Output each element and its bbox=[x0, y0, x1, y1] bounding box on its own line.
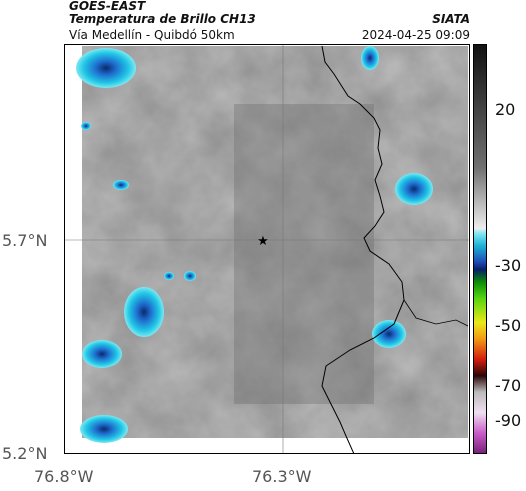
convection-cell bbox=[82, 340, 122, 368]
cloud-texture bbox=[82, 46, 468, 438]
colorbar-label: -70 bbox=[495, 376, 522, 395]
department-border bbox=[321, 45, 405, 454]
convection-cell bbox=[76, 48, 136, 88]
convection-cell bbox=[395, 173, 433, 205]
convection-cell bbox=[372, 320, 406, 348]
convection-cell bbox=[124, 287, 164, 337]
dark-core bbox=[234, 104, 374, 404]
colorbar-label: -50 bbox=[495, 316, 522, 335]
convection-cell bbox=[164, 272, 174, 280]
convection-cell bbox=[113, 180, 129, 190]
lat-tick-label: 5.2°N bbox=[2, 444, 48, 463]
map-frame bbox=[64, 44, 470, 454]
colorbar-label: 20 bbox=[495, 100, 516, 119]
colorbar bbox=[473, 44, 487, 454]
satellite-map: ★ bbox=[64, 44, 470, 454]
lon-tick-label: 76.8°W bbox=[34, 467, 94, 486]
convection-cell bbox=[81, 122, 91, 130]
satellite-title: GOES-EAST bbox=[69, 0, 146, 13]
timestamp-label: 2024-04-25 09:09 bbox=[361, 28, 470, 42]
municipal-border bbox=[403, 299, 469, 327]
lon-tick-label: 76.3°W bbox=[252, 467, 312, 486]
product-title: Temperatura de Brillo CH13 bbox=[69, 12, 256, 26]
convection-cell bbox=[361, 46, 379, 70]
colorbar-label: -30 bbox=[495, 256, 522, 275]
convection-cell bbox=[184, 271, 196, 281]
colorbar-gradient bbox=[473, 44, 487, 454]
star-icon: ★ bbox=[257, 234, 269, 249]
region-subtitle: Vía Medellín - Quibdó 50km bbox=[69, 28, 235, 42]
colorbar-label: -90 bbox=[495, 411, 522, 430]
organization-label: SIATA bbox=[432, 12, 470, 26]
convection-cell bbox=[80, 415, 128, 443]
colorbar-ticks bbox=[486, 109, 487, 447]
lat-tick-label: 5.7°N bbox=[2, 231, 48, 250]
